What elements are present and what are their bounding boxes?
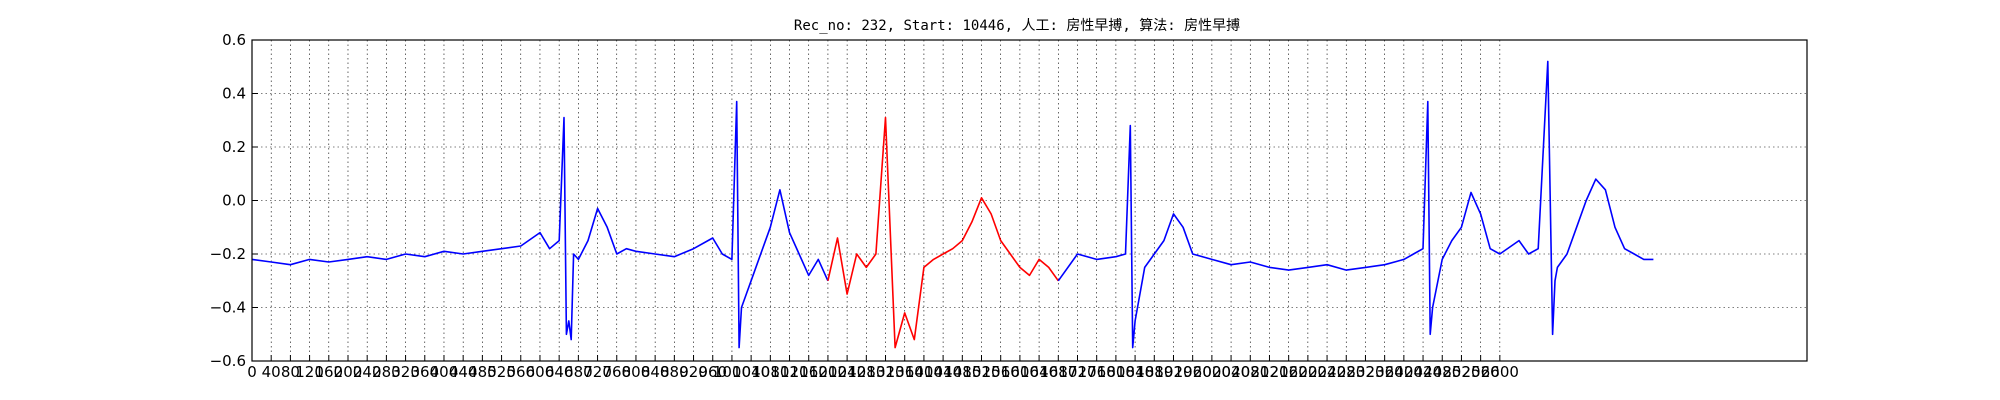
x-tick-label: 2400	[1385, 363, 1423, 381]
x-tick-label: 1000	[713, 363, 751, 381]
x-tick-label: 1280	[847, 363, 885, 381]
series-layer	[251, 60, 1654, 349]
x-tick-label: 680	[564, 363, 593, 381]
x-tick-label: 200	[334, 363, 363, 381]
x-tick-label: 40	[262, 363, 281, 381]
x-tick-label: 400	[430, 363, 459, 381]
x-tick-label: 1480	[943, 363, 981, 381]
x-tick-label: 1200	[809, 363, 847, 381]
x-tick-label: 280	[372, 363, 401, 381]
ecg-series-line-0	[251, 100, 829, 349]
x-tick-label: 1920	[1154, 363, 1192, 381]
x-tick-label: 520	[487, 363, 516, 381]
x-tick-label: 2360	[1366, 363, 1404, 381]
x-tick-label: 720	[583, 363, 612, 381]
ecg-series-line-2	[1057, 60, 1654, 349]
x-tick-label: 840	[641, 363, 670, 381]
x-tick-label: 2040	[1212, 363, 1250, 381]
x-tick-label: 1360	[886, 363, 924, 381]
x-tick-label: 160	[314, 363, 343, 381]
x-tick-label: 2080	[1231, 363, 1269, 381]
x-tick-label: 1320	[866, 363, 904, 381]
x-tick-label: 2240	[1308, 363, 1346, 381]
x-tick-label: 1960	[1174, 363, 1212, 381]
x-tick-label: 2600	[1481, 363, 1519, 381]
y-tick-label: −0.6	[210, 352, 246, 370]
x-tick-label: 2320	[1346, 363, 1384, 381]
x-tick-label: 120	[295, 363, 324, 381]
x-tick-label: 1720	[1058, 363, 1096, 381]
y-tick-label: 0.4	[222, 85, 246, 103]
x-tick-label: 1040	[732, 363, 770, 381]
x-tick-label: 760	[602, 363, 631, 381]
x-tick-label: 1120	[770, 363, 808, 381]
x-tick-label: 2120	[1250, 363, 1288, 381]
x-tick-label: 600	[526, 363, 555, 381]
x-tick-label: 2000	[1193, 363, 1231, 381]
x-tick-label: 2280	[1327, 363, 1365, 381]
x-tick-label: 1240	[828, 363, 866, 381]
x-tick-label: 1080	[751, 363, 789, 381]
x-tick-label: 560	[506, 363, 535, 381]
x-tick-label: 1880	[1135, 363, 1173, 381]
x-tick-label: 0	[247, 363, 257, 381]
x-tick-label: 1760	[1078, 363, 1116, 381]
x-tick-label: 440	[449, 363, 478, 381]
x-tick-label: 480	[468, 363, 497, 381]
x-tick-label: 1440	[924, 363, 962, 381]
plot-frame	[251, 39, 1808, 362]
grid-layer	[252, 40, 1807, 361]
x-tick-label: 2160	[1270, 363, 1308, 381]
x-tick-label: 640	[545, 363, 574, 381]
y-tick-label: 0.2	[222, 138, 246, 156]
y-tick-label: −0.4	[210, 299, 246, 317]
x-tick-label: 960	[698, 363, 727, 381]
x-tick-label: 800	[622, 363, 651, 381]
x-axis: 0 40 8012016020024028032036040044048052056…	[247, 355, 1519, 381]
y-tick-label: −0.2	[210, 245, 246, 263]
x-tick-label: 2440	[1404, 363, 1442, 381]
chart-title: Rec_no: 232, Start: 10446, 人工: 房性早搏, 算法:…	[794, 17, 1240, 34]
x-tick-label: 240	[353, 363, 382, 381]
x-tick-label: 320	[391, 363, 420, 381]
x-tick-label: 1840	[1116, 363, 1154, 381]
x-tick-label: 1800	[1097, 363, 1135, 381]
y-axis: 0.6 0.4 0.2 0.0 −0.2 −0.4 −0.6	[210, 31, 258, 370]
y-tick-label: 0.0	[222, 192, 246, 210]
x-tick-label: 2560	[1462, 363, 1500, 381]
x-tick-label: 360	[410, 363, 439, 381]
x-tick-label: 2200	[1289, 363, 1327, 381]
x-tick-label: 1520	[962, 363, 1000, 381]
x-tick-label: 1400	[905, 363, 943, 381]
y-tick-label: 0.6	[222, 31, 246, 49]
x-tick-label: 1640	[1020, 363, 1058, 381]
x-tick-label: 1160	[790, 363, 828, 381]
x-tick-label: 2480	[1423, 363, 1461, 381]
x-tick-label: 80	[281, 363, 300, 381]
x-tick-label: 920	[679, 363, 708, 381]
ecg-series-line-1	[827, 116, 1059, 349]
x-tick-label: 1600	[1001, 363, 1039, 381]
x-tick-label: 1560	[982, 363, 1020, 381]
x-tick-label: 1680	[1039, 363, 1077, 381]
x-tick-label: 2520	[1442, 363, 1480, 381]
x-tick-label: 880	[660, 363, 689, 381]
